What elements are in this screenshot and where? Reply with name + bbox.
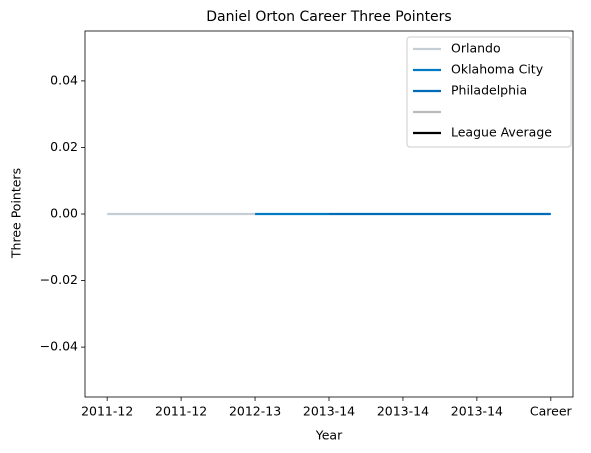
y-tick-label: 0.04 [50, 72, 78, 87]
y-tick-label: −0.02 [40, 272, 78, 287]
y-axis-label: Three Pointers [9, 168, 24, 259]
chart-title: Daniel Orton Career Three Pointers [206, 9, 451, 25]
x-tick-label: Career [530, 404, 573, 419]
x-tick-label: 2013-14 [451, 404, 503, 419]
y-tick-label: −0.04 [40, 339, 78, 354]
x-tick-label: 2013-14 [303, 404, 355, 419]
x-tick-label: 2012-13 [229, 404, 281, 419]
x-axis-label: Year [315, 428, 343, 443]
legend-label: Philadelphia [451, 83, 527, 98]
legend-label: Oklahoma City [451, 62, 544, 77]
legend-label: Orlando [451, 41, 501, 56]
legend-box [406, 36, 572, 148]
x-tick-label: 2011-12 [155, 404, 207, 419]
legend-label: League Average [451, 125, 552, 140]
x-tick-label: 2013-14 [377, 404, 429, 419]
y-tick-label: 0.02 [50, 139, 78, 154]
y-tick-label: 0.00 [50, 206, 78, 221]
x-tick-label: 2011-12 [81, 404, 133, 419]
